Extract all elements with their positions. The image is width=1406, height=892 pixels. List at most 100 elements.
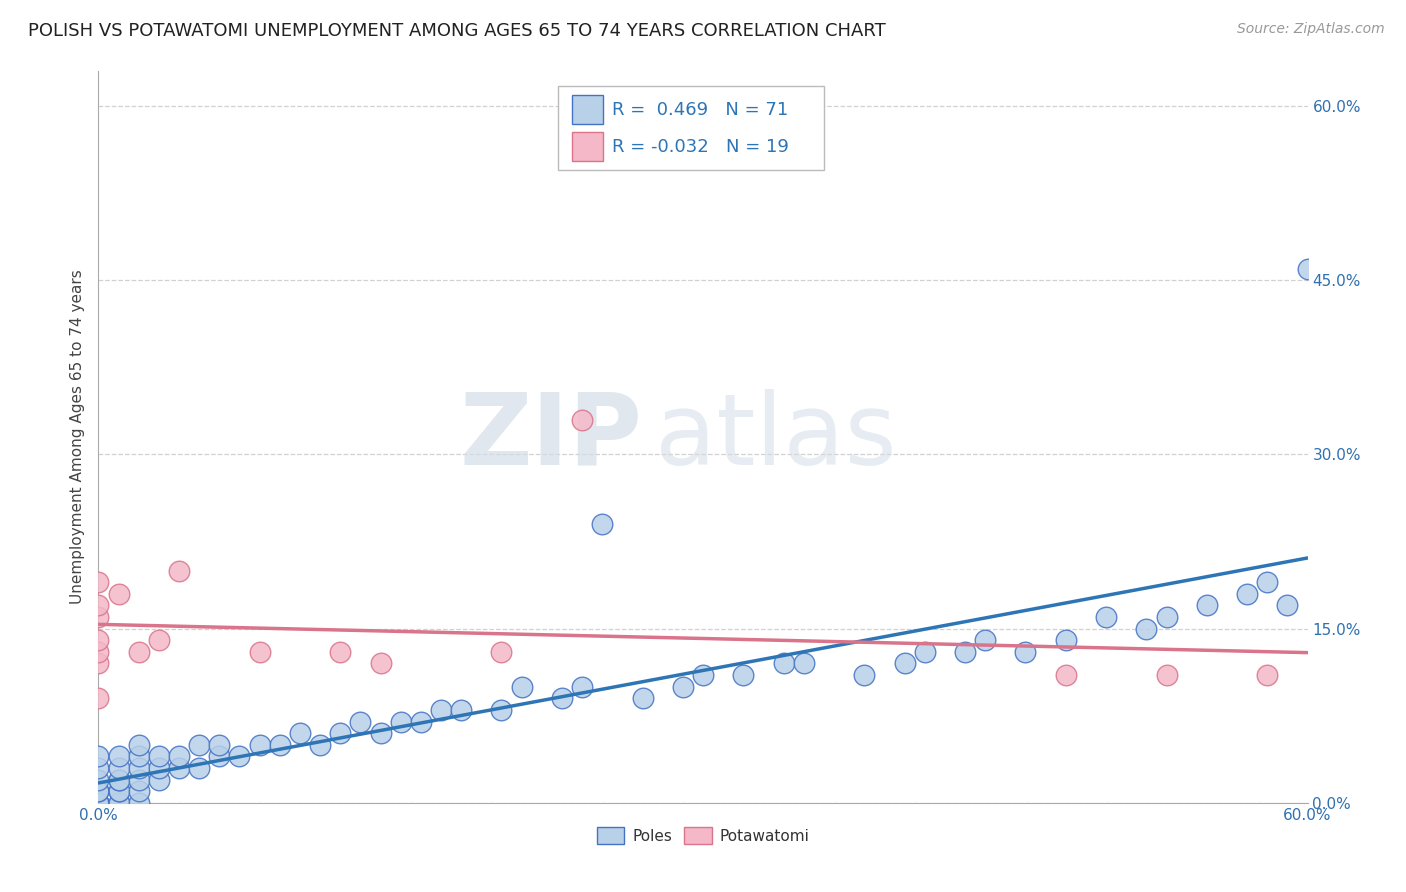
Point bbox=[87, 691, 110, 706]
Text: R = -0.032   N = 19: R = -0.032 N = 19 bbox=[613, 137, 789, 155]
FancyBboxPatch shape bbox=[558, 86, 824, 170]
Point bbox=[551, 691, 574, 706]
Point bbox=[893, 657, 915, 671]
Point bbox=[128, 761, 150, 775]
Point bbox=[87, 796, 110, 810]
Point bbox=[148, 749, 170, 764]
Point bbox=[914, 645, 936, 659]
Point bbox=[591, 517, 613, 532]
Point bbox=[148, 633, 170, 648]
Point bbox=[107, 796, 129, 810]
Point bbox=[107, 587, 129, 601]
Point bbox=[430, 703, 453, 717]
Point bbox=[1195, 599, 1218, 613]
Point bbox=[1296, 261, 1319, 276]
Point bbox=[249, 738, 271, 752]
Point bbox=[128, 796, 150, 810]
Bar bbox=[572, 132, 603, 161]
Point bbox=[409, 714, 432, 729]
Point bbox=[128, 645, 150, 659]
Point bbox=[329, 726, 352, 740]
Point bbox=[87, 645, 110, 659]
Point bbox=[953, 645, 976, 659]
Point bbox=[87, 796, 110, 810]
Text: POLISH VS POTAWATOMI UNEMPLOYMENT AMONG AGES 65 TO 74 YEARS CORRELATION CHART: POLISH VS POTAWATOMI UNEMPLOYMENT AMONG … bbox=[28, 22, 886, 40]
Point bbox=[1014, 645, 1036, 659]
Point bbox=[853, 668, 876, 682]
Y-axis label: Unemployment Among Ages 65 to 74 years: Unemployment Among Ages 65 to 74 years bbox=[69, 269, 84, 605]
Point bbox=[370, 657, 392, 671]
Point bbox=[87, 772, 110, 787]
Point bbox=[1256, 668, 1278, 682]
Point bbox=[148, 772, 170, 787]
Point bbox=[491, 645, 513, 659]
Point bbox=[87, 761, 110, 775]
Point bbox=[87, 599, 110, 613]
Point bbox=[733, 668, 755, 682]
Point bbox=[107, 749, 129, 764]
Point bbox=[510, 680, 533, 694]
Point bbox=[87, 784, 110, 798]
Point bbox=[208, 738, 231, 752]
Point bbox=[188, 738, 211, 752]
Point bbox=[87, 796, 110, 810]
Point bbox=[148, 761, 170, 775]
Point bbox=[1256, 575, 1278, 590]
Point bbox=[269, 738, 291, 752]
Point bbox=[87, 657, 110, 671]
Point bbox=[974, 633, 997, 648]
Text: R =  0.469   N = 71: R = 0.469 N = 71 bbox=[613, 101, 789, 119]
Point bbox=[793, 657, 815, 671]
Bar bbox=[572, 95, 603, 124]
Point bbox=[349, 714, 371, 729]
Point bbox=[107, 784, 129, 798]
Point bbox=[1156, 610, 1178, 624]
Point bbox=[107, 772, 129, 787]
Point bbox=[87, 633, 110, 648]
Point bbox=[128, 772, 150, 787]
Point bbox=[208, 749, 231, 764]
Point bbox=[1095, 610, 1118, 624]
Point bbox=[1054, 668, 1077, 682]
Text: ZIP: ZIP bbox=[460, 389, 643, 485]
Point bbox=[188, 761, 211, 775]
Point bbox=[107, 784, 129, 798]
Point bbox=[1054, 633, 1077, 648]
Point bbox=[87, 749, 110, 764]
Point bbox=[249, 645, 271, 659]
Point bbox=[450, 703, 472, 717]
Point bbox=[329, 645, 352, 659]
Point bbox=[631, 691, 654, 706]
Point bbox=[288, 726, 311, 740]
Point bbox=[370, 726, 392, 740]
Point bbox=[87, 575, 110, 590]
Point bbox=[309, 738, 332, 752]
Point bbox=[672, 680, 695, 694]
Point bbox=[107, 761, 129, 775]
Point bbox=[167, 749, 190, 764]
Point bbox=[692, 668, 714, 682]
Point bbox=[87, 796, 110, 810]
Point bbox=[107, 796, 129, 810]
Point bbox=[571, 412, 593, 426]
Text: Source: ZipAtlas.com: Source: ZipAtlas.com bbox=[1237, 22, 1385, 37]
Point bbox=[87, 784, 110, 798]
Point bbox=[128, 784, 150, 798]
Point bbox=[491, 703, 513, 717]
Point bbox=[87, 796, 110, 810]
Point bbox=[167, 761, 190, 775]
Point bbox=[1156, 668, 1178, 682]
Point bbox=[128, 738, 150, 752]
Point bbox=[571, 680, 593, 694]
Point bbox=[128, 749, 150, 764]
Point bbox=[1236, 587, 1258, 601]
Point bbox=[228, 749, 250, 764]
Point bbox=[107, 772, 129, 787]
Point bbox=[1277, 599, 1299, 613]
Point bbox=[1135, 622, 1157, 636]
Legend: Poles, Potawatomi: Poles, Potawatomi bbox=[591, 822, 815, 850]
Point bbox=[87, 610, 110, 624]
Point bbox=[167, 564, 190, 578]
Text: atlas: atlas bbox=[655, 389, 896, 485]
Point bbox=[389, 714, 412, 729]
